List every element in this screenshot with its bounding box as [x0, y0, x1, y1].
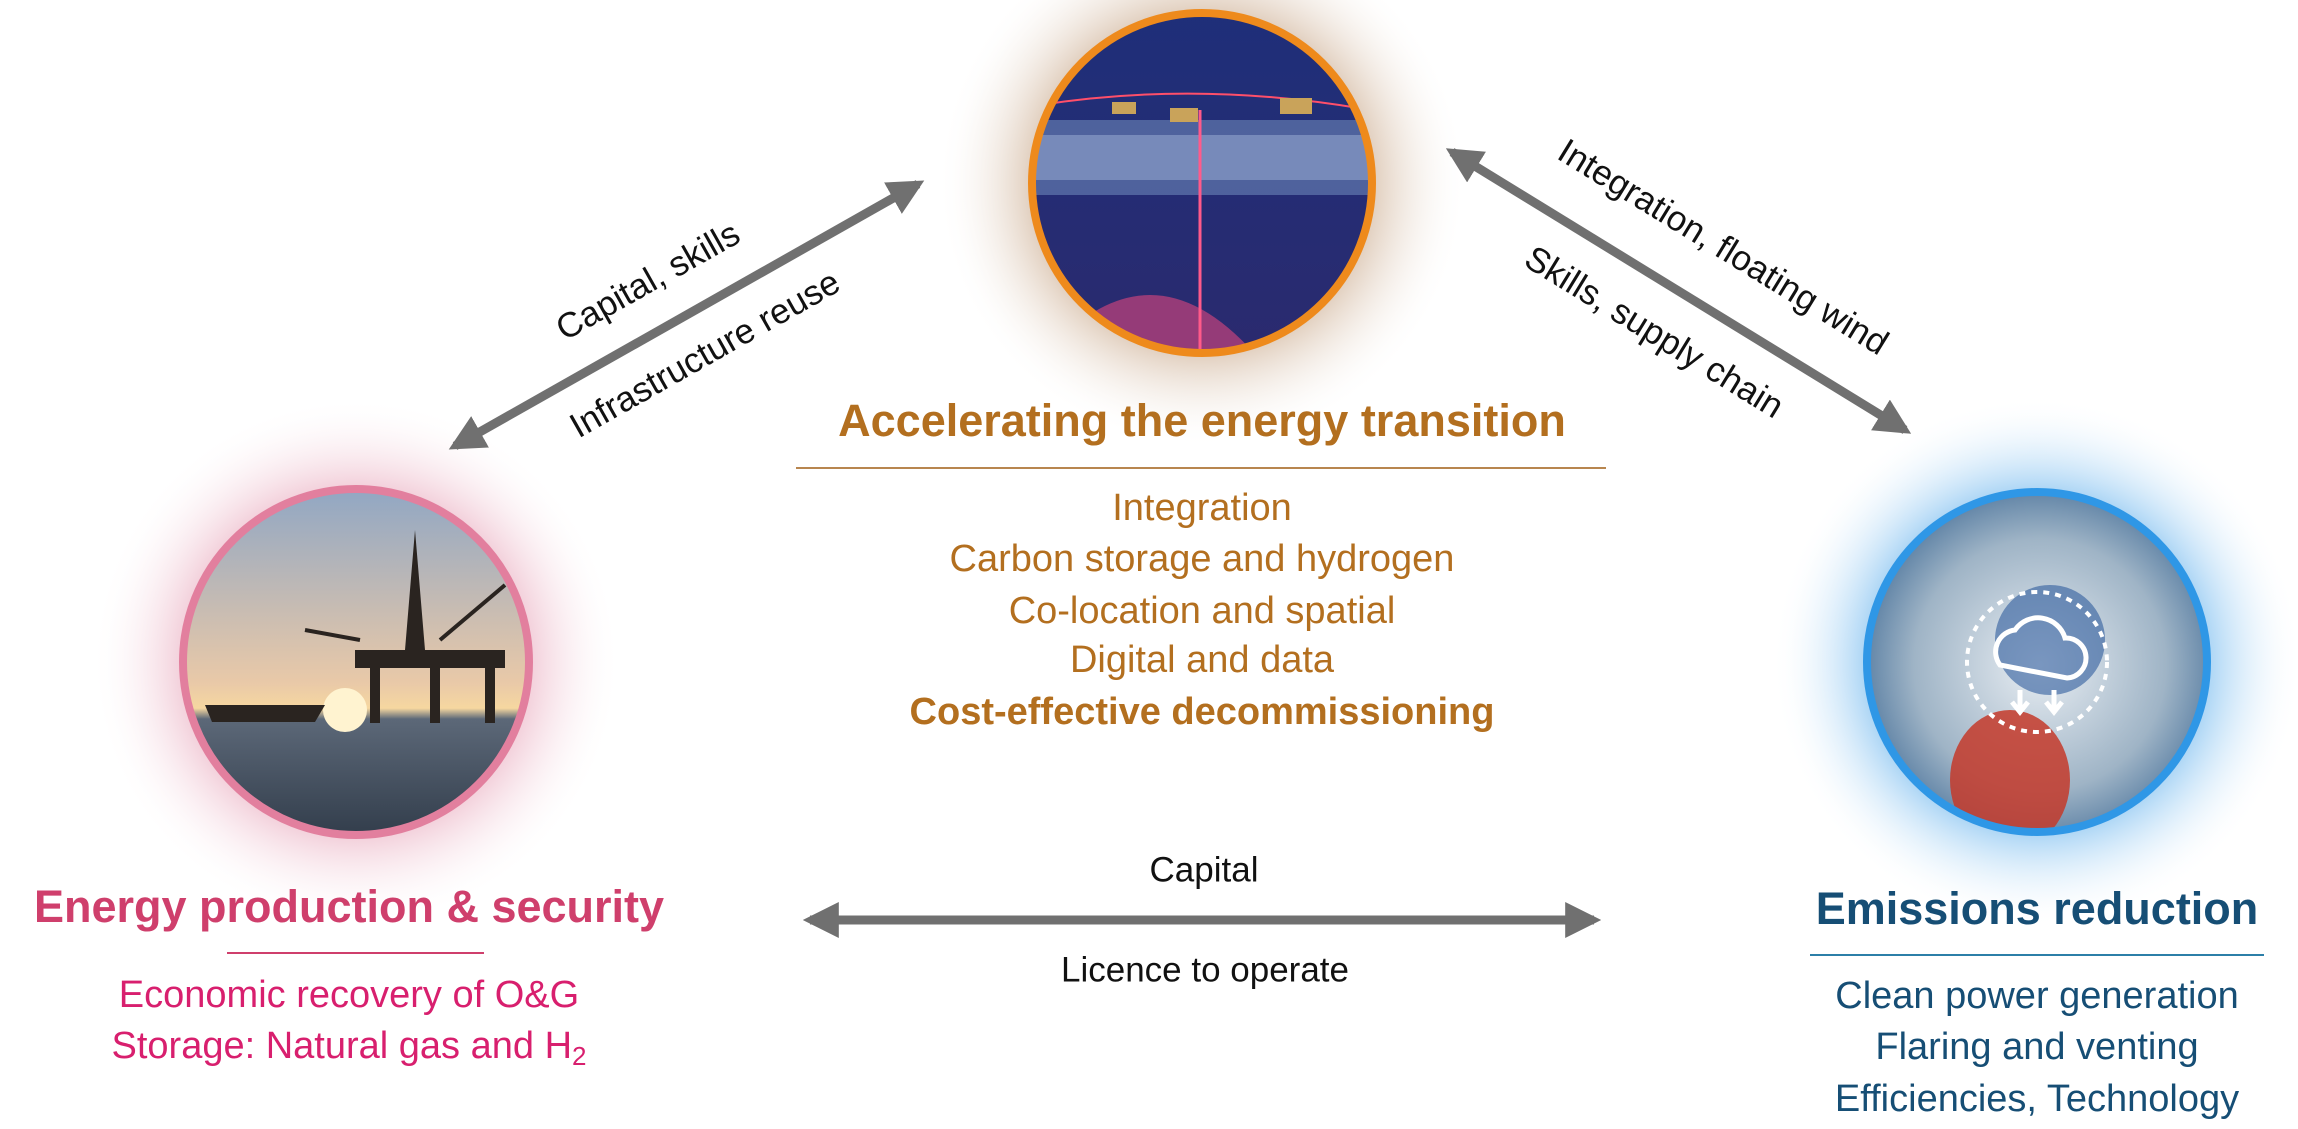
item-text: Storage: Natural gas and H [112, 1025, 573, 1067]
node-title: Accelerating the energy transition [838, 395, 1566, 446]
node-item: Cost-effective decommissioning [910, 691, 1495, 733]
edge-label: Licence to operate [1061, 950, 1349, 989]
node-title: Emissions reduction [1816, 883, 2259, 934]
node-item: Digital and data [1070, 639, 1335, 681]
node-title: Energy production & security [34, 881, 664, 932]
item-subscript: 2 [572, 1041, 586, 1071]
diagram: Capital, skills Infrastructure reuse Int… [0, 0, 2298, 1124]
node-item: Flaring and venting [1875, 1026, 2198, 1068]
arrow [1452, 152, 1905, 430]
node-item: Efficiencies, Technology [1835, 1078, 2239, 1120]
node-item: Integration [1112, 487, 1292, 529]
node-item: Clean power generation [1835, 975, 2239, 1017]
node-item: Co-location and spatial [1009, 590, 1396, 632]
edge-label: Capital [1150, 850, 1259, 889]
node-item: Carbon storage and hydrogen [950, 538, 1455, 580]
node-item: Economic recovery of O&G [119, 974, 579, 1016]
node-item: Storage: Natural gas and H2 [112, 1025, 587, 1071]
